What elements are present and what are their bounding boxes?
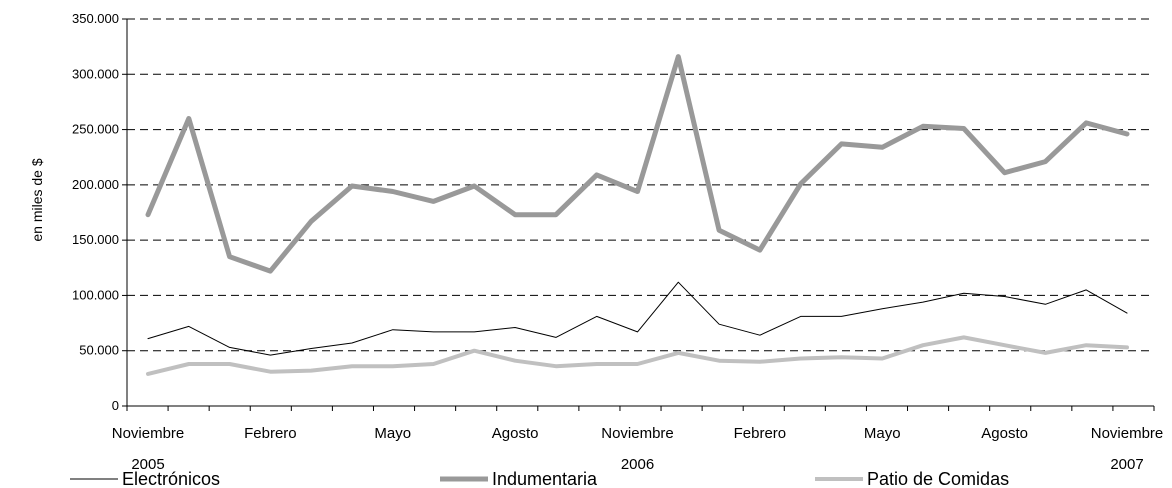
series-lines	[145, 54, 1130, 376]
legend-label: Patio de Comidas	[867, 469, 1009, 488]
x-year-label: 2007	[1110, 456, 1143, 473]
x-tick-label: Febrero	[734, 425, 787, 442]
y-tick-label: 350.000	[72, 11, 119, 26]
x-tick-label: Febrero	[244, 425, 297, 442]
legend-label: Indumentaria	[492, 469, 598, 488]
x-tick-label: Noviembre	[112, 425, 185, 442]
legend: Electrónicos Indumentaria Patio de Comidas	[70, 469, 1009, 488]
x-tick-label: Noviembre	[601, 425, 674, 442]
y-axis-title: en miles de $	[29, 158, 45, 241]
y-tick-labels: 0 50.000 100.000 150.000 200.000 250.000 300.0…	[72, 11, 119, 413]
y-tick-label: 250.000	[72, 122, 119, 137]
y-tick-label: 300.000	[72, 66, 119, 81]
y-tick-label: 0	[112, 398, 119, 413]
series-line	[147, 281, 1128, 356]
x-tick-label: Agosto	[981, 425, 1028, 442]
x-year-label: 2006	[621, 456, 654, 473]
series-line	[145, 54, 1130, 274]
x-tick-label: Mayo	[374, 425, 411, 442]
axes	[122, 18, 1155, 411]
y-tick-label: 150.000	[72, 232, 119, 247]
x-tick-label: Mayo	[864, 425, 901, 442]
x-tick-label: Agosto	[492, 425, 539, 442]
x-tick-labels: Noviembre Febrero Mayo Agosto Noviembre Febre…	[112, 425, 1164, 473]
x-year-label: 2005	[131, 456, 164, 473]
x-tick-label: Noviembre	[1091, 425, 1164, 442]
y-tick-label: 200.000	[72, 177, 119, 192]
legend-label: Electrónicos	[122, 469, 220, 488]
y-tick-label: 50.000	[79, 343, 119, 358]
y-tick-label: 100.000	[72, 287, 119, 302]
series-line	[146, 335, 1129, 376]
